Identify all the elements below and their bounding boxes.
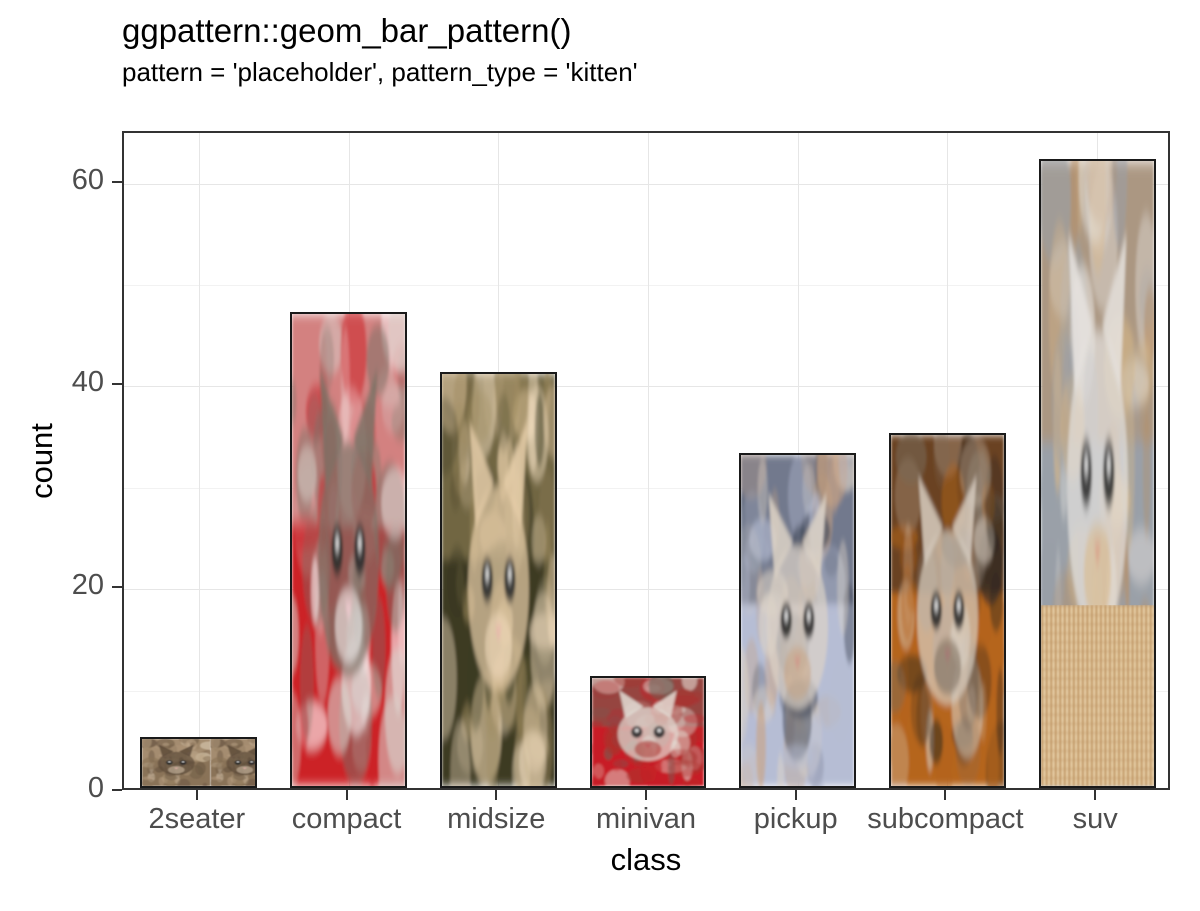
gridline-major-y <box>124 589 1168 591</box>
bar-pickup[interactable] <box>739 453 857 788</box>
wicker-texture <box>1040 604 1154 786</box>
x-tick-label-pickup: pickup <box>753 803 838 835</box>
chart-title: ggpattern::geom_bar_pattern() <box>122 12 572 49</box>
x-tick-label-midsize: midsize <box>447 803 546 835</box>
gridline-major-y <box>124 183 1168 185</box>
y-tick-label: 20 <box>71 569 104 602</box>
y-tick-label: 40 <box>71 366 104 399</box>
gridline-minor-y <box>124 487 1168 489</box>
kitten-photo-tabby-on-cream <box>441 374 555 786</box>
gridline-major-x <box>648 133 649 788</box>
chart-subtitle: pattern = 'placeholder', pattern_type = … <box>122 56 638 87</box>
x-tick-mark <box>195 790 198 800</box>
x-tick-mark <box>345 790 348 800</box>
kitten-photo-cream-sky <box>741 455 855 786</box>
x-tick-mark <box>794 790 797 800</box>
y-tick-mark <box>112 383 122 386</box>
bar-compact[interactable] <box>290 311 407 788</box>
bar-subcompact[interactable] <box>889 433 1006 788</box>
x-tick-mark <box>1094 790 1097 800</box>
gridline-major-x <box>198 133 200 788</box>
y-axis-title-wrapper: count <box>20 11 64 911</box>
kitten-photo-tabby-pair <box>142 739 256 786</box>
y-tick-label: 0 <box>87 772 104 804</box>
x-tick-label-2seater: 2seater <box>148 803 246 835</box>
x-axis-title: class <box>610 842 682 877</box>
bar-minivan[interactable] <box>589 676 707 788</box>
x-tick-label-compact: compact <box>291 803 402 835</box>
y-tick-label: 60 <box>71 163 104 196</box>
x-tick-mark <box>944 790 947 800</box>
gridline-minor-y <box>124 285 1168 287</box>
x-tick-label-subcompact: subcompact <box>867 803 1024 835</box>
y-tick-mark <box>112 586 122 589</box>
bar-midsize[interactable] <box>439 372 557 788</box>
kitten-photo-grey-on-red <box>292 313 405 786</box>
kitten-photo-calico-wood <box>891 435 1004 786</box>
bar-suv[interactable] <box>1038 159 1156 788</box>
y-axis-title: count <box>24 422 59 499</box>
y-tick-mark <box>112 789 122 791</box>
bar-2seater[interactable] <box>140 737 258 788</box>
title-block: ggpattern::geom_bar_pattern() pattern = … <box>122 12 1182 88</box>
y-tick-mark <box>112 180 122 183</box>
x-tick-label-minivan: minivan <box>596 803 696 835</box>
x-tick-label-suv: suv <box>1072 803 1118 835</box>
x-tick-mark <box>495 790 498 800</box>
kitten-photo-small-on-red <box>591 678 705 786</box>
gridline-major-y <box>124 386 1168 388</box>
x-tick-mark <box>645 790 647 800</box>
plot-panel <box>122 131 1170 790</box>
